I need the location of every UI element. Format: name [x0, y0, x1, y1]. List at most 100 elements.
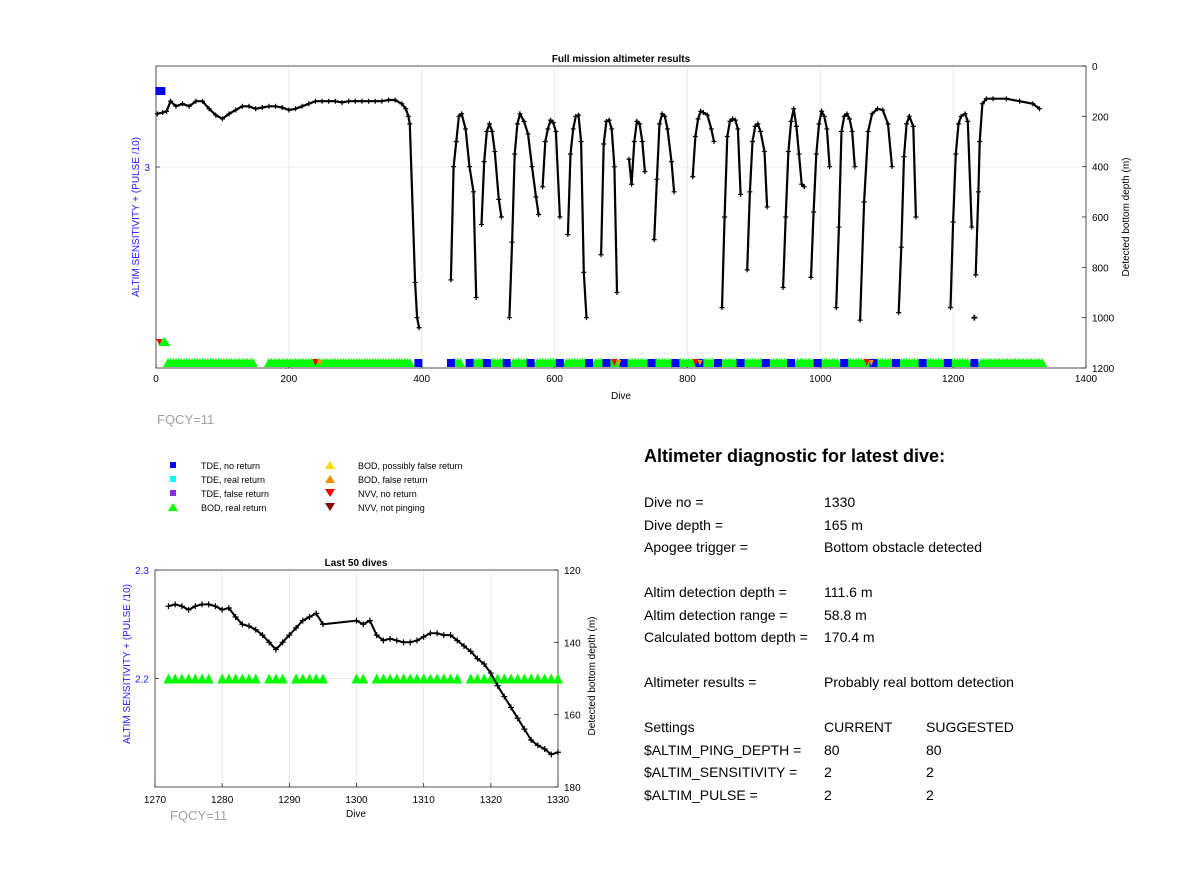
- depth-point: [165, 603, 172, 610]
- bod-real-return-marker: [250, 673, 261, 684]
- depth-point: [704, 112, 710, 118]
- bod-real-return-marker: [197, 673, 208, 684]
- top-y-right-tick-label: 600: [1092, 213, 1109, 224]
- bod-real-return-marker: [163, 673, 174, 684]
- depth-point: [293, 106, 298, 112]
- full-mission-chart: Full mission altimeter results Dive ALTI…: [131, 54, 1132, 402]
- depth-point: [575, 112, 581, 118]
- bod-real-return-marker: [479, 673, 490, 684]
- depth-point: [403, 106, 409, 112]
- depth-point: [529, 164, 535, 170]
- diagnostic-value: 170.4 m: [824, 629, 875, 645]
- legend-label: BOD, real return: [201, 503, 267, 513]
- depth-point: [841, 113, 847, 119]
- depth-point: [272, 646, 279, 653]
- depth-point: [239, 621, 246, 628]
- depth-point: [570, 126, 576, 132]
- depth-point: [642, 169, 648, 175]
- bod-real-return-marker: [170, 673, 181, 684]
- depth-line: [508, 110, 540, 318]
- tde-no-return-marker: [943, 359, 952, 367]
- depth-point: [819, 108, 825, 114]
- depth-point: [266, 639, 273, 646]
- depth-point: [279, 105, 285, 111]
- depth-point: [910, 123, 916, 129]
- depth-point: [479, 222, 484, 228]
- depth-point: [626, 156, 632, 162]
- top-chart-depth-series: [154, 96, 1042, 331]
- depth-point: [299, 103, 305, 109]
- settings-header-suggested: SUGGESTED: [926, 719, 1014, 735]
- depth-point: [405, 113, 411, 119]
- bottom-y-right-tick-label: 120: [564, 566, 581, 577]
- depth-point: [542, 139, 548, 144]
- depth-point: [392, 97, 398, 103]
- depth-point: [555, 749, 561, 756]
- settings-label: $ALTIM_PING_DEPTH =: [644, 742, 802, 758]
- depth-point: [233, 107, 239, 113]
- depth-point: [665, 126, 670, 132]
- depth-point: [865, 128, 871, 134]
- depth-point: [239, 103, 245, 109]
- tde-no-return-marker: [414, 359, 423, 367]
- bod-real-return-marker: [244, 673, 255, 684]
- depth-point: [788, 118, 794, 124]
- diagnostic-label: Dive depth =: [644, 517, 723, 533]
- bod-real-return-marker: [247, 358, 258, 367]
- depth-point: [407, 639, 414, 646]
- depth-point: [212, 603, 219, 610]
- tde-no-return-marker: [482, 359, 491, 367]
- depth-line: [897, 113, 917, 313]
- depth-point: [950, 219, 956, 225]
- depth-point: [730, 116, 736, 122]
- depth-point: [420, 633, 427, 640]
- bod-real-return-marker: [230, 673, 241, 684]
- bottom-chart-title: Last 50 dives: [325, 558, 388, 569]
- bod-real-return-marker: [438, 673, 449, 684]
- depth-point: [654, 176, 660, 182]
- depth-point: [722, 214, 728, 220]
- depth-point: [172, 601, 179, 608]
- depth-point: [192, 603, 199, 610]
- depth-point: [609, 126, 615, 132]
- depth-point: [533, 194, 539, 200]
- depth-point: [454, 637, 461, 644]
- diagnostic-value: 58.8 m: [824, 607, 867, 623]
- depth-point: [913, 214, 919, 220]
- diagnostic-value: 1330: [824, 494, 856, 510]
- depth-point: [662, 113, 668, 119]
- depth-point: [319, 621, 326, 628]
- depth-point: [557, 214, 563, 220]
- bottom-chart-setting-markers: [163, 673, 563, 684]
- depth-point: [246, 623, 253, 630]
- depth-point: [735, 126, 741, 132]
- depth-point: [785, 149, 791, 155]
- depth-point: [821, 113, 827, 119]
- depth-point: [719, 305, 725, 311]
- depth-point: [521, 726, 528, 733]
- depth-point: [637, 121, 643, 127]
- depth-point: [434, 630, 441, 637]
- bottom-y-right-tick-label: 140: [564, 638, 581, 649]
- diagnostic-label: Apogee trigger =: [644, 539, 748, 555]
- depth-point: [581, 269, 587, 275]
- depth-point: [225, 604, 232, 611]
- bottom-x-tick-label: 1300: [345, 795, 368, 806]
- depth-point: [496, 196, 502, 202]
- tde-no-return-marker: [892, 359, 901, 367]
- depth-point: [1003, 96, 1009, 102]
- depth-point: [695, 116, 701, 122]
- bod-false-return-marker: [697, 360, 703, 366]
- bod-real-return-marker: [217, 673, 228, 684]
- depth-point: [481, 159, 487, 165]
- bottom-x-tick-label: 1310: [413, 795, 436, 806]
- top-y-right-tick-label: 1200: [1092, 364, 1115, 375]
- top-x-tick-label: 200: [281, 374, 298, 385]
- depth-point: [861, 199, 867, 205]
- bod-real-return-marker: [371, 673, 382, 684]
- depth-outlier-point: [971, 314, 978, 321]
- depth-line: [835, 112, 856, 308]
- top-x-tick-label: 1000: [809, 374, 832, 385]
- depth-point: [761, 149, 767, 155]
- depth-point: [213, 112, 219, 118]
